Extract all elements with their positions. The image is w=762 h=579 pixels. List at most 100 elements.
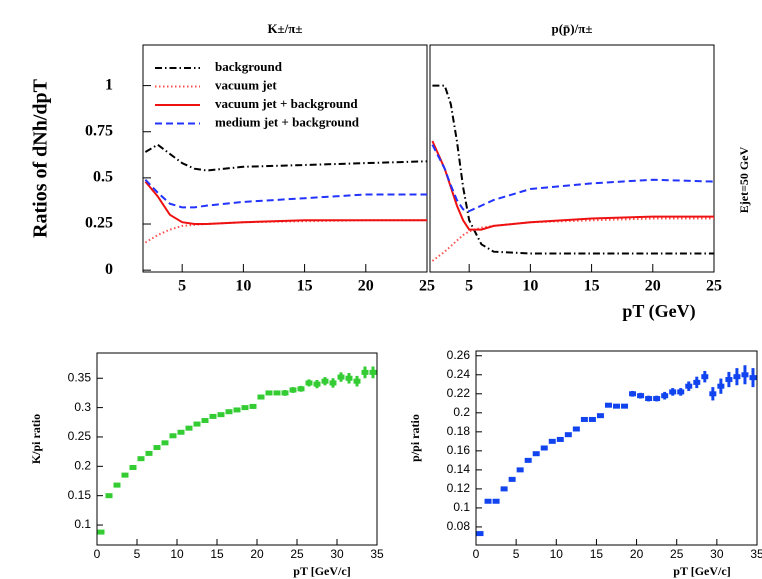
data-point [177,429,185,435]
y-tick-label: 0.18 [447,424,471,438]
data-point [508,476,516,482]
x-tick-label: 0 [473,547,480,561]
data-point [717,383,725,389]
data-point [257,394,265,400]
legend-label: background [215,59,283,74]
legend-label: medium jet + background [215,114,360,129]
x-tick-label: 35 [750,547,762,561]
data-point [105,493,113,499]
data-point [661,393,669,399]
data-point [169,433,177,439]
data-point [653,396,661,402]
data-point [693,379,701,385]
data-point [613,403,620,409]
data-point [225,409,233,415]
plot-frame [475,350,758,546]
data-point [353,378,361,384]
data-point [476,531,484,537]
data-point [701,374,709,380]
x-tick-label: 5 [134,547,141,561]
data-point [273,390,281,396]
plot-frame [96,352,378,546]
data-point [516,467,524,473]
series-line [144,179,427,209]
x-tick-label: 10 [235,278,251,295]
data-point [596,413,604,419]
x-axis-label: pT (GeV) [622,301,695,322]
x-tick-label: 10 [550,547,564,561]
data-point [588,416,596,422]
data-point [241,405,249,411]
y-tick-label: 0.25 [68,429,92,443]
y-tick-label: 0.14 [447,462,471,476]
x-tick-label: 10 [170,547,184,561]
data-point [572,426,580,432]
data-point [145,450,153,456]
series-line [431,144,715,213]
data-point [369,369,377,375]
x-tick-label: 25 [706,278,722,295]
y-tick-label: 0 [105,261,113,278]
data-point [113,482,121,488]
y-tick-label: 0.2 [74,458,91,472]
data-point [129,464,137,470]
y-tick-label: 0.26 [447,348,471,362]
y-tick-label: 0.24 [447,367,471,381]
data-point [548,438,556,444]
series-line [144,143,428,172]
data-point [321,378,329,384]
x-tick-label: 25 [290,547,304,561]
x-tick-label: 30 [710,547,724,561]
data-point [337,374,345,380]
x-tick-label: 5 [513,547,520,561]
data-point [500,486,508,492]
legend-label: vacuum jet + background [215,96,358,111]
y-tick-label: 1 [105,76,113,93]
data-point [137,456,145,462]
data-point [604,402,612,408]
y-tick-label: 0.2 [453,405,470,419]
data-point [121,472,129,478]
data-point [97,529,105,535]
data-point [685,383,693,389]
y-tick-label: 0.1 [453,500,470,514]
x-tick-label: 35 [370,547,384,561]
data-point [201,418,209,424]
series-line [431,217,714,262]
data-point [161,440,169,446]
data-point [492,498,500,504]
y-tick-label: 0.12 [447,481,471,495]
data-point [361,369,369,375]
y-tick-label: 0.08 [447,519,471,533]
y-tick-label: 0.5 [93,169,113,186]
data-point [305,380,313,386]
y-tick-label: 0.15 [68,488,92,502]
y-tick-label: 0.22 [447,386,471,400]
x-tick-label: 15 [590,547,604,561]
data-point [669,389,677,395]
plot-frame [429,44,715,273]
data-point [677,389,685,395]
x-tick-label: 20 [250,547,264,561]
x-tick-label: 15 [210,547,224,561]
data-point [249,403,257,409]
data-point [345,375,353,381]
data-point [621,403,629,409]
y-tick-label: 0.25 [85,215,113,232]
panel-title: K±/π± [267,21,302,36]
data-point [580,416,588,422]
data-point [709,391,717,397]
x-tick-label: 25 [419,278,435,295]
data-point [484,498,492,504]
x-tick-label: 10 [522,278,538,295]
x-tick-label: 20 [645,278,661,295]
data-point [185,425,193,431]
x-axis-label: pT [GeV/c] [673,564,730,578]
x-tick-label: 5 [178,278,186,295]
y-tick-label: 0.1 [74,517,91,531]
x-tick-label: 15 [297,278,313,295]
x-tick-label: 20 [630,547,644,561]
x-tick-label: 30 [330,547,344,561]
y-tick-label: 0.16 [447,443,471,457]
